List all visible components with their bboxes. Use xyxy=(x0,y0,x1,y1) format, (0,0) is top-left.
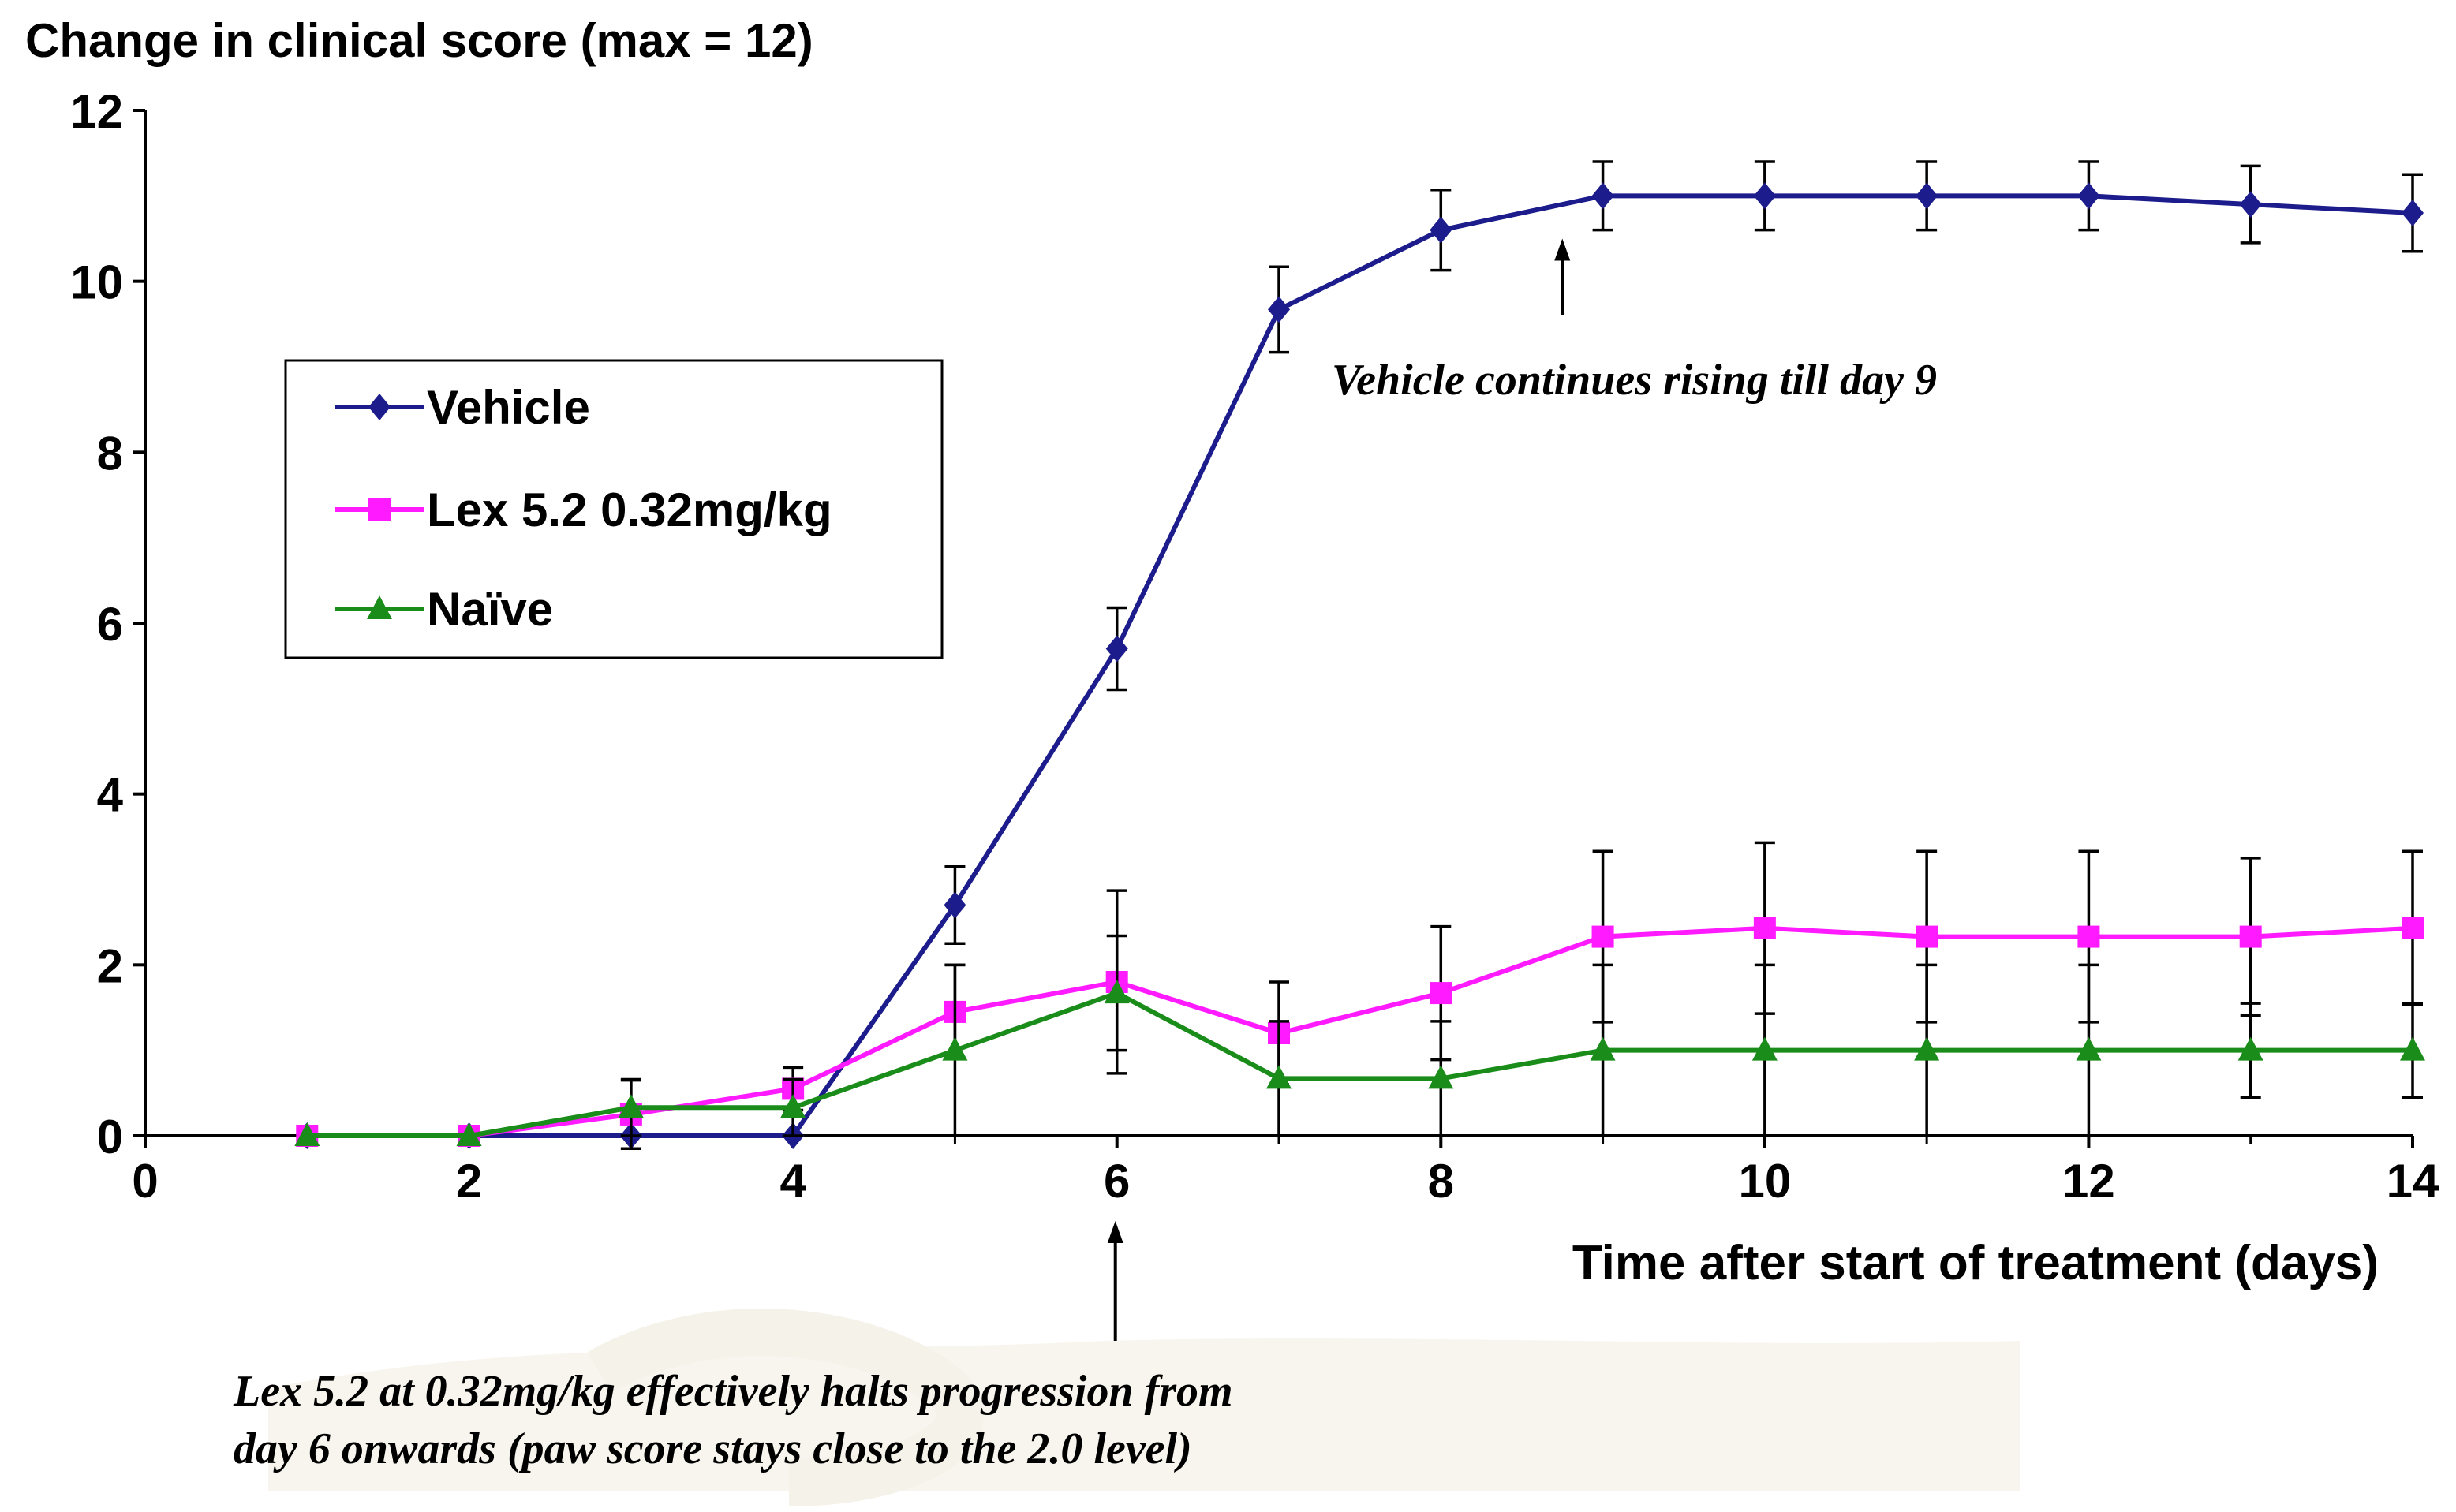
data-point xyxy=(1590,1036,1616,1061)
legend-marker xyxy=(367,595,392,619)
data-point xyxy=(618,1094,644,1118)
y-tick-label-10: 10 xyxy=(70,256,123,309)
series-layer xyxy=(294,160,2425,1150)
data-point xyxy=(2076,1036,2102,1061)
legend-label: Lex 5.2 0.32mg/kg xyxy=(427,483,832,536)
y-tick-label-2: 2 xyxy=(97,939,123,992)
data-point xyxy=(944,891,966,919)
chart-title: Change in clinical score (max = 12) xyxy=(25,14,813,67)
data-point xyxy=(780,1094,806,1118)
x-tick-label-0: 0 xyxy=(132,1155,158,1208)
legend-label: Naïve xyxy=(427,583,553,636)
data-point xyxy=(2239,925,2262,948)
series-1 xyxy=(296,841,2424,1150)
data-point xyxy=(2077,182,2100,210)
data-point xyxy=(1428,1065,1454,1089)
data-point xyxy=(2402,200,2424,226)
data-point xyxy=(1916,182,1938,210)
data-point xyxy=(1430,982,1452,1005)
data-point xyxy=(2237,1036,2263,1061)
data-point xyxy=(2400,1036,2425,1061)
axes: 0 2 4 6 8 10 12 0 2 4 6 8 10 12 14 xyxy=(70,85,2439,1208)
data-point xyxy=(1751,1036,1778,1061)
x-tick-label-2: 2 xyxy=(456,1155,482,1208)
data-point xyxy=(1914,1036,1940,1061)
x-tick-label-14: 14 xyxy=(2387,1155,2439,1208)
legend-item-2: Naïve xyxy=(335,583,553,636)
data-point xyxy=(1916,925,1938,948)
x-tick-label-10: 10 xyxy=(1738,1155,1791,1208)
x-tick-label-6: 6 xyxy=(1104,1155,1130,1208)
data-point xyxy=(456,1122,482,1146)
data-point xyxy=(1104,980,1130,1004)
data-point xyxy=(2077,925,2100,948)
legend-marker xyxy=(368,498,391,521)
data-point xyxy=(1268,296,1290,323)
arrow-head xyxy=(1107,1221,1123,1243)
data-point xyxy=(2239,191,2262,218)
arrow-head xyxy=(1554,238,1571,261)
vehicle-annotation-text: Vehicle continues rising till day 9 xyxy=(1332,356,1937,405)
data-point xyxy=(1753,182,1776,210)
series-line xyxy=(307,193,2413,1138)
legend-label: Vehicle xyxy=(427,381,590,434)
data-point xyxy=(1591,925,1614,948)
data-point xyxy=(1430,216,1452,244)
y-tick-label-4: 4 xyxy=(97,769,124,822)
data-point xyxy=(1753,917,1776,939)
x-tick-label-4: 4 xyxy=(779,1155,806,1208)
x-axis-label: Time after start of treatment (days) xyxy=(1572,1236,2379,1290)
series-line xyxy=(307,991,2413,1138)
vehicle-arrow xyxy=(1554,238,1571,315)
data-point xyxy=(1266,1065,1292,1089)
data-point xyxy=(1591,182,1614,210)
data-point xyxy=(2402,917,2424,939)
series-line xyxy=(307,925,2413,1138)
data-point xyxy=(942,1036,968,1061)
data-point xyxy=(1105,635,1128,663)
x-tick-label-12: 12 xyxy=(2062,1155,2115,1208)
lex-annotation-line-1: Lex 5.2 at 0.32mg/kg effectively halts p… xyxy=(233,1367,1233,1416)
data-point xyxy=(294,1122,320,1146)
legend-item-1: Lex 5.2 0.32mg/kg xyxy=(335,483,832,536)
background-watermark xyxy=(268,1309,2020,1506)
annotations: Vehicle continues rising till day 9 Lex 5… xyxy=(233,238,1937,1473)
y-tick-label-8: 8 xyxy=(97,427,123,480)
y-tick-label-6: 6 xyxy=(97,598,123,651)
series-2 xyxy=(294,934,2425,1146)
y-tick-label-0: 0 xyxy=(97,1111,123,1163)
lex-annotation-line-2: day 6 onwards (paw score stays close to … xyxy=(234,1424,1192,1473)
legend-item-0: Vehicle xyxy=(335,381,590,434)
x-tick-label-8: 8 xyxy=(1428,1155,1454,1208)
legend: Vehicle Lex 5.2 0.32mg/kg Naïve xyxy=(284,359,944,659)
legend-marker xyxy=(368,394,391,420)
lex-arrow xyxy=(1107,1221,1123,1341)
y-tick-label-12: 12 xyxy=(70,85,123,138)
